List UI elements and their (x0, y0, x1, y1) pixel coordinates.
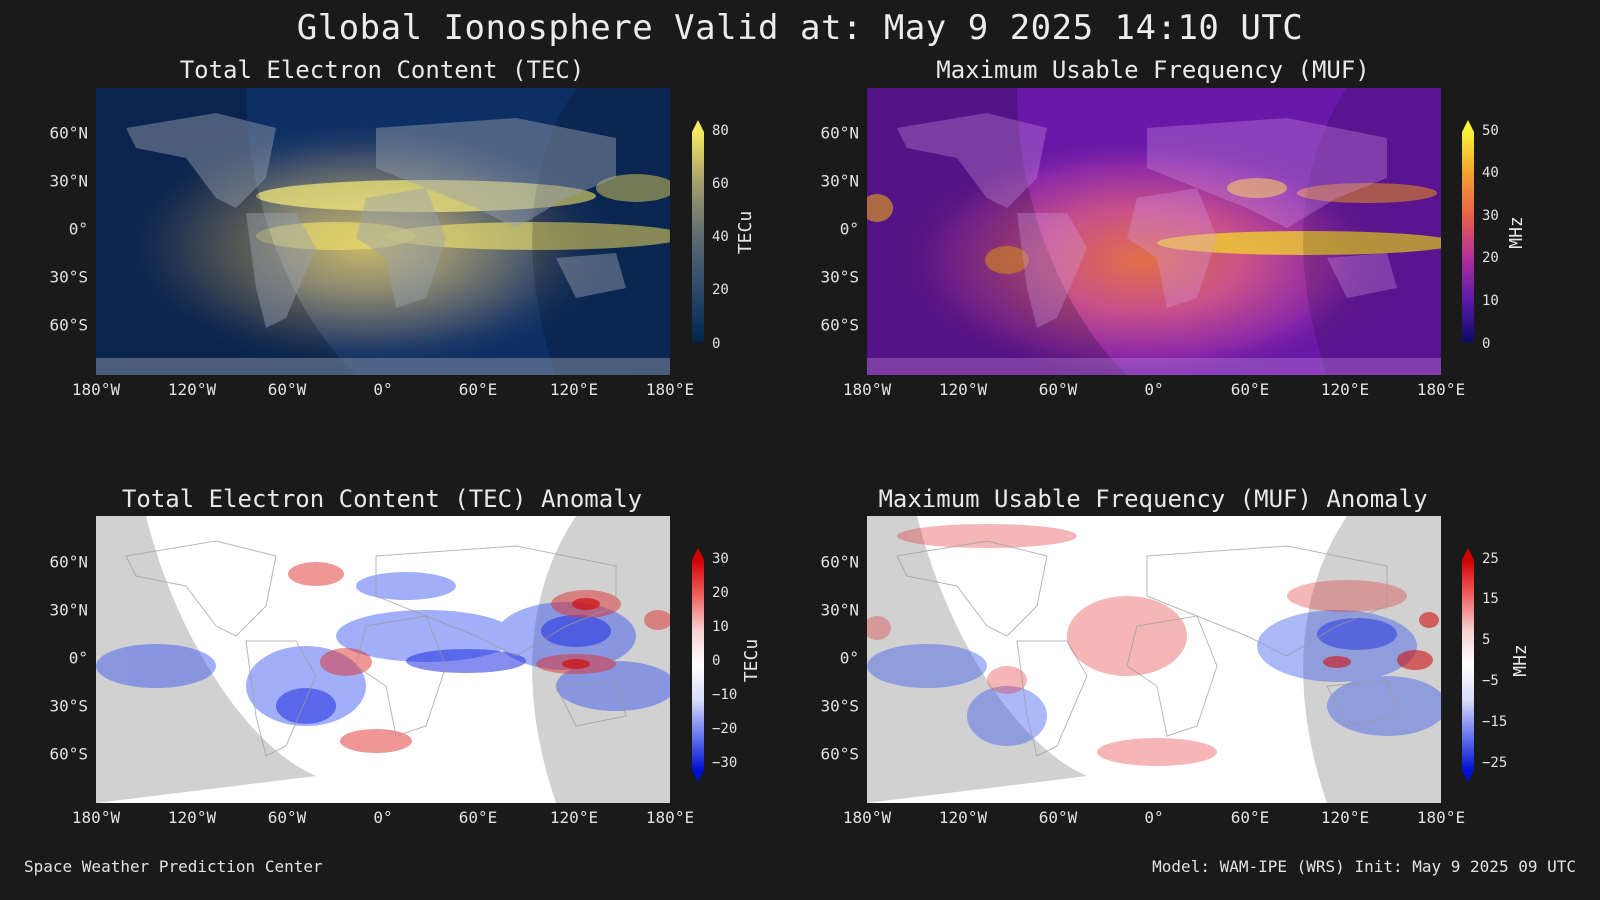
page-title: Global Ionosphere Valid at: May 9 2025 1… (296, 8, 1304, 48)
tec-anomaly-lat-tick: 30°S (49, 696, 88, 716)
muf-colorbar-tick: 40 (1482, 165, 1499, 181)
muf-anomaly-lon-tick: 180°W (842, 808, 892, 827)
tec-lon-tick: 0° (373, 380, 393, 399)
tec-anomaly-lon-tick: 180°E (645, 808, 695, 827)
tec-lat-tick-0: 0° (68, 219, 88, 239)
muf-lat-tick-30s: 30°S (820, 267, 859, 287)
tec-anomaly-lon-tick: 120°E (549, 808, 599, 827)
muf-lon-tick: 180°W (842, 380, 892, 399)
muf-anomaly-lon-tick: 180°E (1416, 808, 1466, 827)
muf-anomaly-colorbar (1462, 560, 1474, 770)
tec-colorbar-arrow-top (692, 120, 704, 132)
tec-anomaly-panel-title: Total Electron Content (TEC) Anomaly (121, 485, 643, 513)
tec-anomaly-lat-tick: 0° (68, 648, 88, 668)
footer-right: Model: WAM-IPE (WRS) Init: May 9 2025 09… (1152, 857, 1576, 876)
tec-anomaly-lon-tick: 180°W (71, 808, 121, 827)
muf-anomaly-map (867, 516, 1441, 803)
muf-colorbar-tick: 30 (1482, 208, 1499, 224)
muf-anomaly-lat-tick: 30°S (820, 696, 859, 716)
tec-anomaly-colorbar-label: TECu (741, 638, 763, 683)
muf-anomaly-lon-tick: 120°E (1320, 808, 1370, 827)
tec-anomaly-colorbar-tick: 20 (712, 585, 729, 601)
muf-anomaly-colorbar-tick: −15 (1482, 714, 1508, 730)
tec-colorbar-tick: 20 (712, 282, 729, 298)
tec-panel-title: Total Electron Content (TEC) (179, 56, 585, 84)
tec-colorbar-tick: 40 (712, 229, 729, 245)
muf-colorbar-tick: 50 (1482, 123, 1499, 139)
tec-anomaly-lat-tick: 60°S (49, 744, 88, 764)
muf-anomaly-colorbar-tick: −25 (1482, 755, 1508, 771)
tec-lat-tick-30n: 30°N (49, 171, 88, 191)
muf-map (867, 88, 1441, 375)
tec-colorbar-tick: 60 (712, 176, 729, 192)
tec-anomaly-colorbar-tick: 10 (712, 619, 729, 635)
tec-anomaly-colorbar-arrow-bottom (692, 770, 704, 782)
muf-anomaly-lat-tick: 30°N (820, 600, 859, 620)
tec-map (96, 88, 670, 375)
tec-anomaly-lon-tick: 60°W (267, 808, 307, 827)
muf-lon-tick: 0° (1144, 380, 1164, 399)
muf-colorbar-arrow-top (1462, 120, 1474, 132)
muf-anomaly-lon-tick: 60°W (1038, 808, 1078, 827)
muf-anomaly-lat-tick: 60°N (820, 552, 859, 572)
muf-lon-tick: 120°W (938, 380, 988, 399)
muf-colorbar (1462, 132, 1474, 342)
muf-lat-tick-60n: 60°N (820, 123, 859, 143)
muf-lon-tick: 120°E (1320, 380, 1370, 399)
tec-lon-tick: 120°W (167, 380, 217, 399)
muf-anomaly-colorbar-arrow-bottom (1462, 770, 1474, 782)
footer-left: Space Weather Prediction Center (24, 857, 323, 876)
muf-anomaly-panel-title: Maximum Usable Frequency (MUF) Anomaly (878, 485, 1428, 513)
muf-anomaly-lat-tick: 0° (839, 648, 859, 668)
tec-colorbar-tick: 0 (712, 336, 721, 352)
tec-anomaly-lon-tick: 60°E (458, 808, 498, 827)
tec-anomaly-colorbar-tick: −30 (712, 755, 738, 771)
tec-colorbar (692, 132, 704, 342)
muf-lon-tick: 180°E (1416, 380, 1466, 399)
muf-anomaly-colorbar-arrow-top (1462, 548, 1474, 560)
muf-lat-tick-0: 0° (839, 219, 859, 239)
tec-anomaly-colorbar-tick: −20 (712, 721, 738, 737)
tec-anomaly-lat-tick: 60°N (49, 552, 88, 572)
tec-anomaly-colorbar-tick: 0 (712, 653, 721, 669)
muf-anomaly-lon-tick: 60°E (1230, 808, 1270, 827)
muf-colorbar-tick: 20 (1482, 250, 1499, 266)
muf-anomaly-lat-tick: 60°S (820, 744, 859, 764)
tec-lat-tick-60n: 60°N (49, 123, 88, 143)
tec-lon-tick: 60°W (267, 380, 307, 399)
tec-lon-tick: 180°E (645, 380, 695, 399)
muf-anomaly-lon-tick: 0° (1144, 808, 1164, 827)
tec-lat-tick-60s: 60°S (49, 315, 88, 335)
muf-anomaly-colorbar-tick: 5 (1482, 632, 1491, 648)
muf-lat-tick-30n: 30°N (820, 171, 859, 191)
muf-colorbar-tick: 0 (1482, 336, 1491, 352)
muf-anomaly-colorbar-tick: 25 (1482, 551, 1499, 567)
muf-colorbar-tick: 10 (1482, 293, 1499, 309)
tec-anomaly-lat-tick: 30°N (49, 600, 88, 620)
tec-anomaly-map (96, 516, 670, 803)
muf-lon-tick: 60°E (1230, 380, 1270, 399)
tec-anomaly-lon-tick: 120°W (167, 808, 217, 827)
muf-lat-tick-60s: 60°S (820, 315, 859, 335)
muf-anomaly-colorbar-tick: 15 (1482, 591, 1499, 607)
tec-anomaly-lon-tick: 0° (373, 808, 393, 827)
muf-panel-title: Maximum Usable Frequency (MUF) (936, 56, 1370, 84)
muf-colorbar-label: MHz (1505, 216, 1527, 249)
muf-anomaly-colorbar-tick: −5 (1482, 673, 1499, 689)
tec-lat-tick-30s: 30°S (49, 267, 88, 287)
muf-anomaly-colorbar-label: MHz (1509, 644, 1531, 677)
muf-lon-tick: 60°W (1038, 380, 1078, 399)
tec-anomaly-colorbar-arrow-top (692, 548, 704, 560)
tec-colorbar-label: TECu (735, 210, 757, 255)
tec-lon-tick: 120°E (549, 380, 599, 399)
tec-anomaly-colorbar (692, 560, 704, 770)
tec-lon-tick: 60°E (458, 380, 498, 399)
tec-anomaly-colorbar-tick: 30 (712, 551, 729, 567)
muf-anomaly-lon-tick: 120°W (938, 808, 988, 827)
tec-anomaly-colorbar-tick: −10 (712, 687, 738, 703)
tec-colorbar-tick: 80 (712, 123, 729, 139)
tec-lon-tick: 180°W (71, 380, 121, 399)
